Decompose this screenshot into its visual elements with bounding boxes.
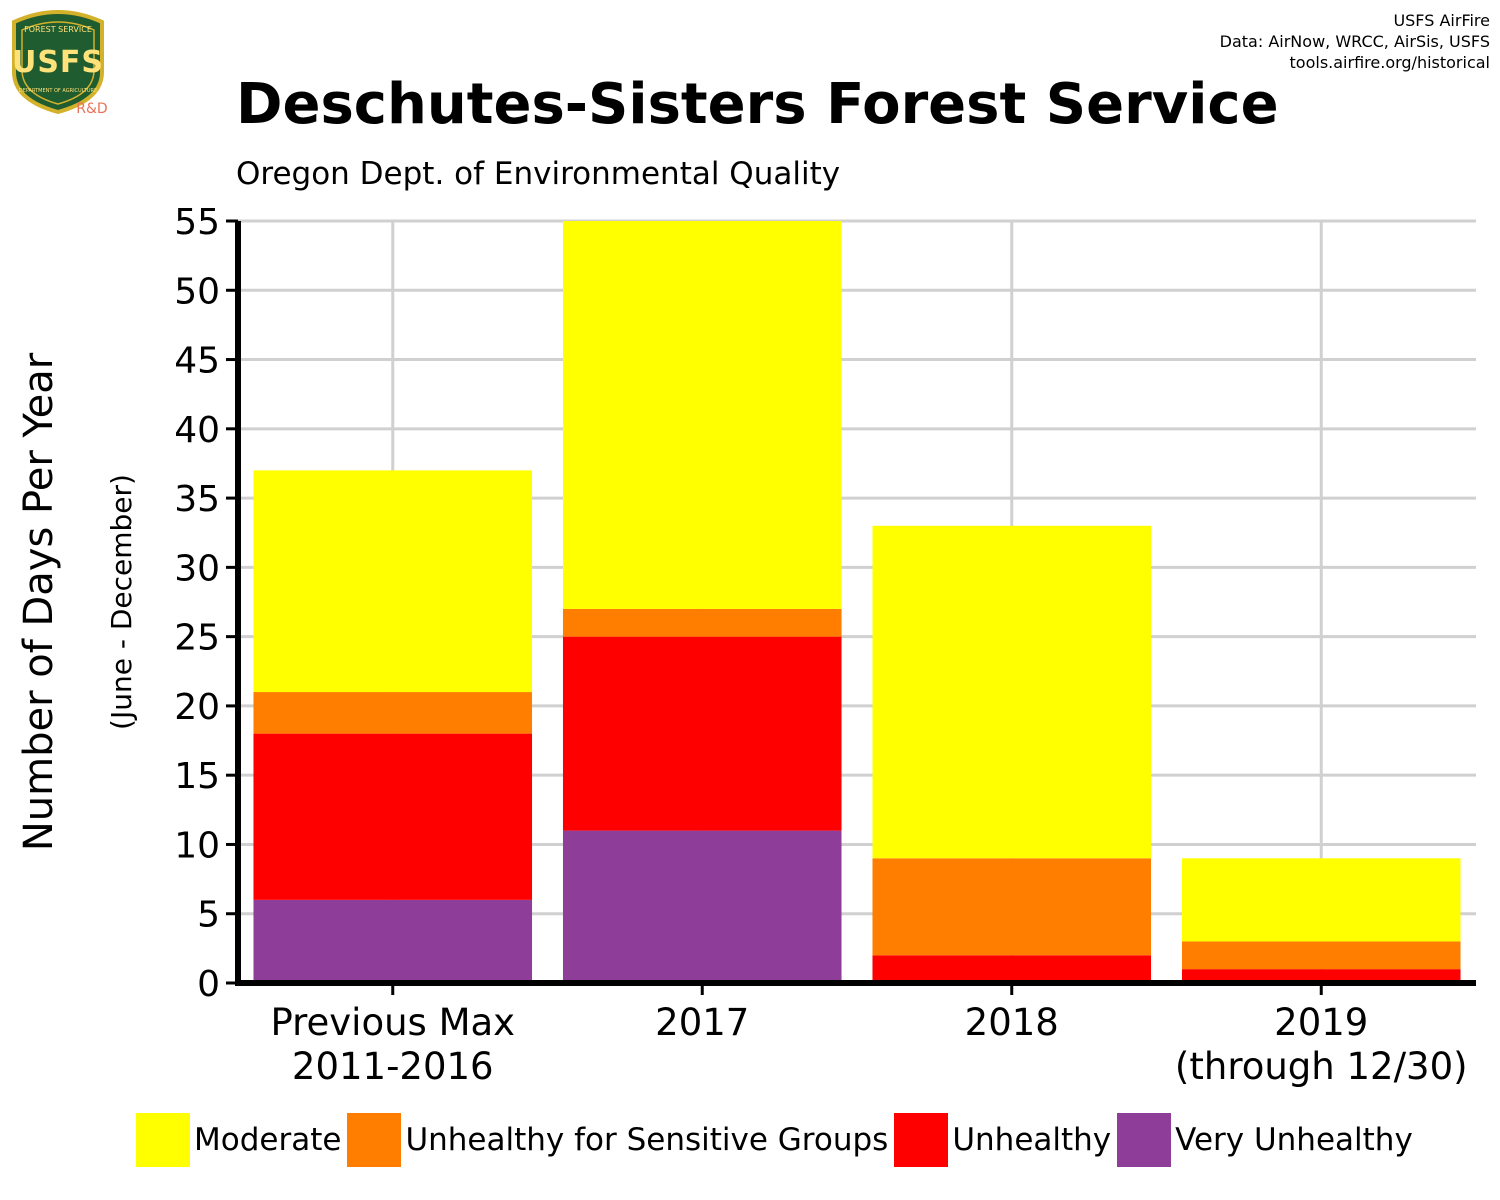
- bar-segment: [562, 636, 842, 831]
- y-tick-label: 50: [174, 271, 220, 312]
- y-tick-label: 0: [197, 964, 220, 1005]
- x-tick-label: Previous Max: [270, 1001, 515, 1044]
- logo-text-bottom: DEPARTMENT OF AGRICULTURE: [19, 88, 97, 94]
- bar-segment: [253, 899, 533, 983]
- y-axis-subtitle: (June - December): [105, 474, 138, 730]
- chart-title: Deschutes-Sisters Forest Service: [236, 72, 1279, 137]
- y-tick-label: 25: [174, 618, 220, 659]
- y-tick-label: 15: [174, 756, 220, 797]
- bar-segment: [562, 608, 842, 637]
- x-tick-label: 2019: [1274, 1001, 1368, 1044]
- x-tick-label: 2018: [965, 1001, 1059, 1044]
- y-tick-label: 45: [174, 341, 220, 382]
- usfs-shield-logo-icon: FOREST SERVICE USFS DEPARTMENT OF AGRICU…: [12, 10, 108, 117]
- bar-segment: [253, 733, 533, 900]
- data-credits: USFS AirFire Data: AirNow, WRCC, AirSis,…: [1220, 10, 1490, 73]
- y-axis-labels: Number of Days Per Year (June - December…: [16, 352, 138, 851]
- legend-label: Unhealthy for Sensitive Groups: [405, 1122, 889, 1158]
- legend-swatch: [894, 1113, 949, 1167]
- y-tick-label: 5: [197, 895, 220, 936]
- legend: Moderate Unhealthy for Sensitive Groups Un…: [136, 1113, 1419, 1167]
- credit-line: tools.airfire.org/historical: [1289, 53, 1490, 72]
- y-tick-label: 35: [174, 479, 220, 520]
- bar-segment: [562, 830, 842, 983]
- legend-item: Unhealthy: [894, 1113, 1111, 1167]
- tick-labels: 0 5 10 15 20 25 30 35 40 45 50 55 Previous Max2011-2…: [174, 202, 1467, 1088]
- x-tick-label: 2017: [655, 1001, 749, 1044]
- legend-swatch: [1117, 1113, 1172, 1167]
- chart-subtitle: Oregon Dept. of Environmental Quality: [236, 156, 841, 192]
- bars: [253, 221, 1461, 983]
- bar-segment: [872, 858, 1152, 956]
- logo-text-main: USFS: [12, 45, 104, 80]
- credit-line: Data: AirNow, WRCC, AirSis, USFS: [1219, 32, 1490, 51]
- y-tick-label: 10: [174, 825, 220, 866]
- bar-segment: [1181, 858, 1461, 942]
- legend-label: Unhealthy: [952, 1122, 1112, 1158]
- bar-segment: [872, 955, 1152, 983]
- legend-item: Unhealthy for Sensitive Groups: [347, 1113, 888, 1167]
- y-tick-label: 40: [174, 410, 220, 451]
- y-axis-title: Number of Days Per Year: [16, 352, 62, 851]
- x-tick-label: (through 12/30): [1175, 1045, 1468, 1088]
- legend-label: Moderate: [194, 1122, 342, 1158]
- logo-text-top: FOREST SERVICE: [24, 25, 92, 34]
- x-tick-label: 2011-2016: [292, 1045, 494, 1088]
- bar-segment: [253, 470, 533, 693]
- bar-segment: [1181, 969, 1461, 983]
- bar-segment: [1181, 941, 1461, 970]
- axes: [235, 221, 1476, 986]
- y-tick-label: 30: [174, 548, 220, 589]
- bar-segment: [562, 221, 842, 609]
- bar-segment: [872, 525, 1152, 859]
- bar-segment: [253, 692, 533, 734]
- credit-line: USFS AirFire: [1393, 11, 1490, 30]
- y-tick-label: 20: [174, 687, 220, 728]
- legend-swatch: [347, 1113, 402, 1167]
- legend-label: Very Unhealthy: [1175, 1122, 1413, 1158]
- y-tick-label: 55: [174, 202, 220, 243]
- legend-item: Moderate: [136, 1113, 341, 1167]
- legend-swatch: [136, 1113, 190, 1167]
- legend-item: Very Unhealthy: [1117, 1113, 1413, 1167]
- logo-badge: R&D: [76, 101, 107, 117]
